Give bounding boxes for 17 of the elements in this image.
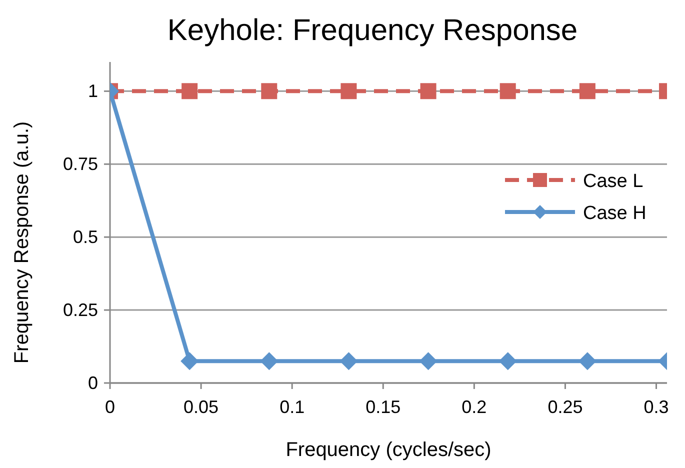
x-tick-label: 0.15 [366,397,401,417]
y-axis-title: Frequency Response (a.u.) [11,121,33,364]
x-tick-label: 0.05 [184,397,219,417]
legend-label: Case H [583,203,646,224]
x-axis-title: Frequency (cycles/sec) [286,439,492,461]
y-tick-label: 1 [88,81,98,102]
x-tick-label: 0 [104,397,116,417]
x-tick-label: 0.25 [548,397,583,417]
x-tick-label: 0.3 [644,397,669,417]
legend-label: Case L [583,171,644,192]
y-tick-label: 0.5 [72,227,98,248]
y-tick-label: 0.25 [62,300,98,320]
x-tick-label: 0.2 [462,397,487,417]
chart-title: Keyhole: Frequency Response [167,14,578,47]
y-tick-label: 0 [88,373,98,393]
y-tick-label: 0.75 [62,154,98,174]
x-tick-label: 0.1 [280,397,305,417]
